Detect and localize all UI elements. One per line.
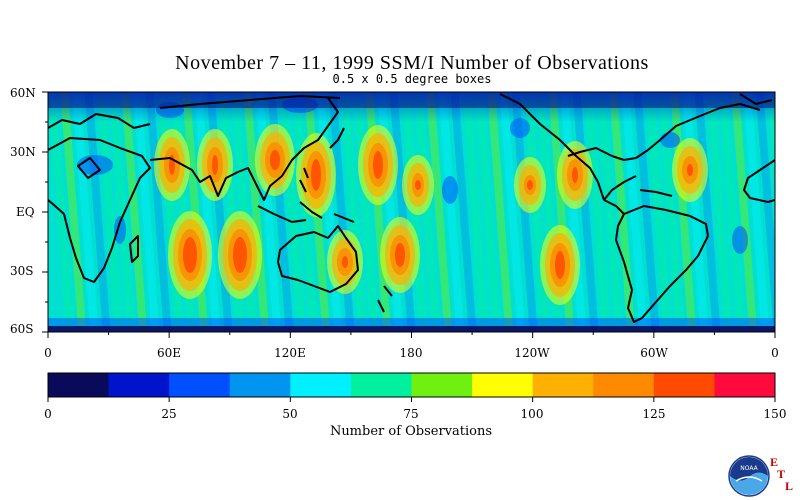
lat-label-30n: 30N bbox=[10, 145, 36, 159]
colorbar-swatch bbox=[169, 373, 231, 397]
colorbar-swatch bbox=[653, 373, 715, 397]
colorbar-label-100: 100 bbox=[520, 407, 544, 421]
lon-label-60e: 60E bbox=[156, 346, 182, 360]
etl-letter-l: L bbox=[785, 479, 794, 493]
colorbar-swatch bbox=[229, 373, 291, 397]
noaa-logo: NOAA bbox=[728, 455, 770, 497]
observation-field bbox=[48, 92, 775, 332]
colorbar-swatch bbox=[714, 373, 776, 397]
colorbar-swatch bbox=[290, 373, 352, 397]
lat-label-30s: 30S bbox=[10, 264, 34, 278]
coastlines bbox=[48, 93, 775, 323]
lon-label-0-left: 0 bbox=[44, 346, 52, 360]
lon-label-60w: 60W bbox=[640, 346, 668, 360]
colorbar-swatch bbox=[593, 373, 655, 397]
lon-label-120w: 120W bbox=[514, 346, 550, 360]
colorbar bbox=[48, 373, 776, 397]
map-subtitle: 0.5 x 0.5 degree boxes bbox=[332, 72, 492, 86]
colorbar-swatch bbox=[48, 373, 110, 397]
colorbar-swatch bbox=[350, 373, 412, 397]
colorbar-frame bbox=[47, 372, 776, 398]
colorbar-swatch bbox=[108, 373, 170, 397]
etl-letter-t: T bbox=[777, 467, 786, 481]
lat-label-60n: 60N bbox=[10, 86, 36, 100]
map-title: November 7 – 11, 1999 SSM/I Number of Ob… bbox=[175, 52, 649, 74]
lat-label-60s: 60S bbox=[10, 322, 34, 336]
colorbar-label-75: 75 bbox=[403, 407, 419, 421]
colorbar-label-25: 25 bbox=[161, 407, 177, 421]
lat-label-eq: EQ bbox=[16, 205, 35, 219]
lon-label-180: 180 bbox=[399, 346, 423, 360]
colorbar-title: Number of Observations bbox=[329, 424, 493, 439]
etl-letter-e: E bbox=[770, 455, 779, 469]
noaa-logo-text: NOAA bbox=[740, 465, 758, 472]
colorbar-label-0: 0 bbox=[44, 407, 52, 421]
colorbar-label-150: 150 bbox=[763, 407, 787, 421]
colorbar-label-125: 125 bbox=[642, 407, 666, 421]
axis-ticks bbox=[42, 91, 776, 402]
colorbar-label-50: 50 bbox=[282, 407, 298, 421]
lon-label-120e: 120E bbox=[274, 346, 306, 360]
colorbar-swatch bbox=[532, 373, 594, 397]
colorbar-swatch bbox=[411, 373, 473, 397]
lon-label-0-right: 0 bbox=[771, 346, 779, 360]
colorbar-swatch bbox=[472, 373, 534, 397]
